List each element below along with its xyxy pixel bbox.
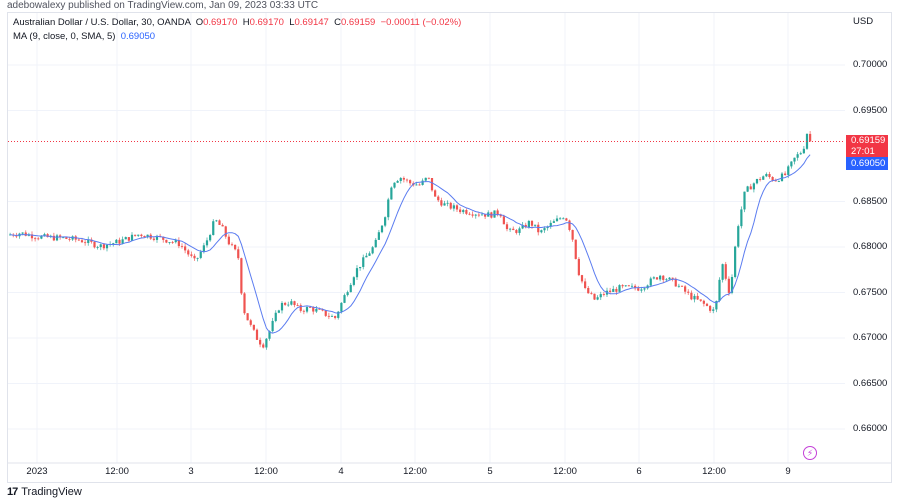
low-label: L: [289, 17, 295, 28]
ma-value: 0.69050: [120, 31, 156, 42]
time-tick-label: 12:00: [254, 466, 278, 477]
ma-price-tag: 0.69050: [846, 157, 888, 170]
symbol-title[interactable]: Australian Dollar / U.S. Dollar, 30, OAN…: [13, 17, 191, 28]
publisher-caption: adebowalexy published on TradingView.com…: [7, 0, 319, 11]
price-tick-label: 0.68500: [853, 195, 888, 207]
time-tick-label: 5: [487, 466, 493, 477]
price-tick-label: 0.67000: [853, 332, 888, 343]
price-tick-label: 0.68000: [853, 241, 888, 252]
ohlc-row: Australian Dollar / U.S. Dollar, 30, OAN…: [13, 16, 461, 30]
bar-countdown: 27:01: [851, 146, 875, 157]
time-tick-label: 12:00: [553, 466, 577, 477]
tradingview-logo: 17 TradingView: [7, 486, 82, 498]
price-tick-label: 0.69500: [853, 104, 888, 116]
last-price-tag: 0.69159 27:01: [846, 135, 888, 157]
price-tick-label: 0.66000: [853, 423, 888, 434]
ma-label[interactable]: MA (9, close, 0, SMA, 5): [13, 31, 116, 42]
ma-price-value: 0.69050: [851, 158, 886, 169]
last-price-value: 0.69159: [851, 135, 886, 146]
high-label: H: [242, 17, 250, 28]
time-tick-label: 12:00: [702, 466, 726, 477]
lightning-circle-icon[interactable]: ⚡︎: [803, 446, 817, 460]
close-label: C: [334, 17, 341, 28]
ma-row: MA (9, close, 0, SMA, 5) 0.69050: [13, 30, 461, 44]
change-value: −0.00011 (−0.02%): [380, 17, 462, 28]
price-tick-label: 0.70000: [853, 59, 888, 70]
open-label: O: [195, 17, 204, 28]
chart-legend: Australian Dollar / U.S. Dollar, 30, OAN…: [13, 16, 461, 44]
time-tick-label: 12:00: [105, 466, 129, 477]
close-value: 0.69159: [341, 17, 376, 28]
tradingview-logo-icon: 17: [7, 486, 18, 498]
time-tick-label: 12:00: [403, 466, 427, 477]
time-tick-label: 2023: [26, 466, 48, 477]
tradingview-logo-text: TradingView: [21, 486, 82, 498]
low-value: 0.69147: [294, 17, 329, 28]
time-tick-label: 3: [188, 466, 194, 477]
price-tick-label: 0.66500: [853, 377, 888, 389]
open-value: 0.69170: [203, 17, 238, 28]
time-tick-label: 9: [785, 466, 791, 477]
price-tick-label: 0.67500: [853, 286, 888, 298]
currency-label: USD: [853, 16, 874, 27]
high-value: 0.69170: [249, 17, 284, 28]
time-tick-label: 4: [338, 466, 344, 477]
time-tick-label: 6: [636, 466, 642, 477]
